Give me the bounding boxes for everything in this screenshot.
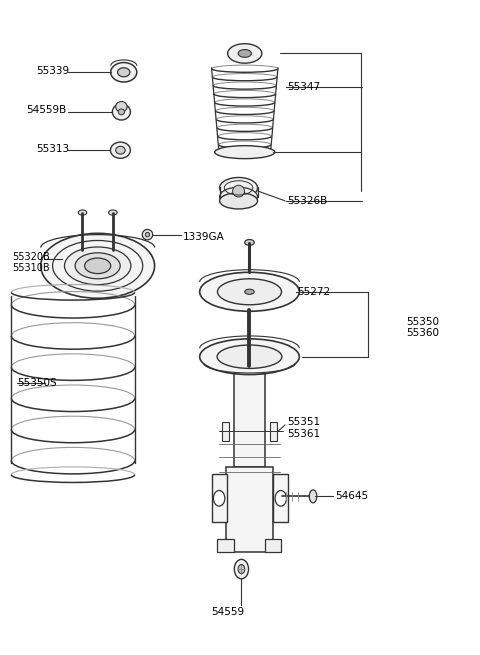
Ellipse shape xyxy=(116,102,127,112)
Ellipse shape xyxy=(234,363,265,370)
Ellipse shape xyxy=(78,210,87,215)
Ellipse shape xyxy=(64,247,131,285)
Text: 55350
55360: 55350 55360 xyxy=(406,317,439,338)
Bar xyxy=(234,366,265,467)
Ellipse shape xyxy=(219,187,258,207)
Text: 54645: 54645 xyxy=(335,491,368,501)
Ellipse shape xyxy=(118,67,130,77)
Ellipse shape xyxy=(108,210,117,215)
Circle shape xyxy=(275,491,287,506)
Ellipse shape xyxy=(75,253,120,279)
Ellipse shape xyxy=(217,279,281,305)
Ellipse shape xyxy=(200,339,300,375)
Ellipse shape xyxy=(116,146,125,154)
Circle shape xyxy=(238,565,245,574)
Ellipse shape xyxy=(111,62,137,82)
Ellipse shape xyxy=(41,233,155,298)
Ellipse shape xyxy=(215,145,275,159)
Bar xyxy=(226,467,273,552)
Bar xyxy=(217,538,234,552)
Text: 55347: 55347 xyxy=(288,83,321,92)
Ellipse shape xyxy=(219,193,258,209)
Text: 54559B: 54559B xyxy=(26,105,67,115)
Bar xyxy=(264,538,281,552)
Ellipse shape xyxy=(145,233,150,237)
Bar xyxy=(212,474,227,522)
Ellipse shape xyxy=(245,240,254,246)
Ellipse shape xyxy=(219,178,258,198)
Text: 55320B
55310B: 55320B 55310B xyxy=(12,252,50,273)
Ellipse shape xyxy=(110,142,131,159)
Ellipse shape xyxy=(118,109,124,115)
Bar xyxy=(270,422,277,441)
Text: 55350S: 55350S xyxy=(17,378,57,388)
Text: 55326B: 55326B xyxy=(288,196,328,206)
Ellipse shape xyxy=(84,258,111,274)
Text: 1339GA: 1339GA xyxy=(183,232,225,242)
Text: 55272: 55272 xyxy=(297,287,330,297)
Ellipse shape xyxy=(142,229,153,240)
Circle shape xyxy=(214,491,225,506)
Text: 54559: 54559 xyxy=(212,607,245,617)
Text: 55351
55361: 55351 55361 xyxy=(288,417,321,439)
Text: 55313: 55313 xyxy=(36,144,69,154)
Ellipse shape xyxy=(200,272,300,311)
Ellipse shape xyxy=(309,490,317,503)
Ellipse shape xyxy=(112,103,131,120)
Bar xyxy=(273,474,288,522)
Ellipse shape xyxy=(245,290,254,294)
Ellipse shape xyxy=(238,50,252,58)
Bar xyxy=(222,422,229,441)
Text: 55339: 55339 xyxy=(36,66,69,76)
Ellipse shape xyxy=(233,185,244,197)
Ellipse shape xyxy=(217,345,282,368)
Ellipse shape xyxy=(228,44,262,63)
Circle shape xyxy=(234,559,249,579)
